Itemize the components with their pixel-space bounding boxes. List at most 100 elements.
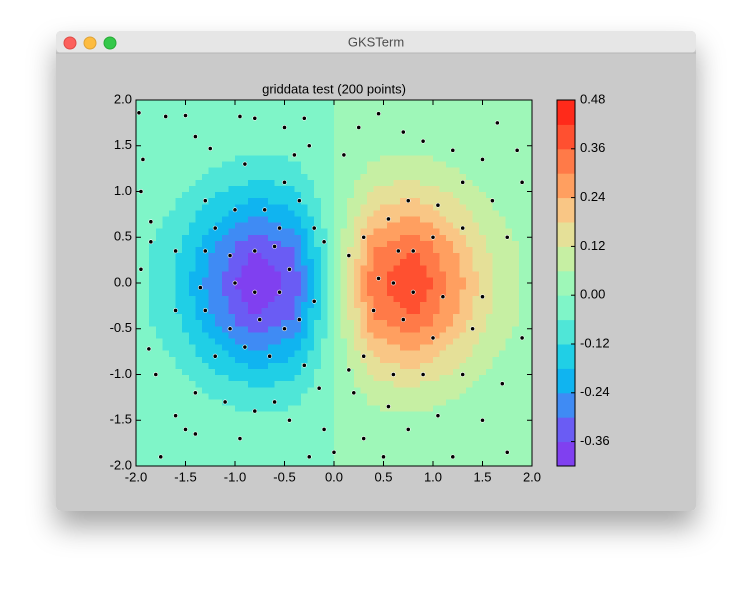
contour-cell bbox=[347, 307, 355, 315]
contour-cell bbox=[393, 252, 401, 260]
contour-cell bbox=[518, 209, 526, 217]
contour-cell bbox=[136, 331, 144, 339]
contour-cell bbox=[499, 270, 507, 278]
contour-cell bbox=[149, 368, 157, 376]
close-button[interactable] bbox=[63, 36, 77, 50]
contour-cell bbox=[525, 203, 533, 211]
contour-cell bbox=[367, 398, 375, 406]
contour-cell bbox=[294, 435, 302, 443]
contour-cell bbox=[499, 337, 507, 345]
contour-cell bbox=[466, 368, 474, 376]
contour-cell bbox=[386, 441, 394, 449]
contour-cell bbox=[499, 368, 507, 376]
contour-cell bbox=[360, 398, 368, 406]
contour-cell bbox=[393, 173, 401, 180]
contour-cell bbox=[155, 234, 163, 241]
contour-cell bbox=[254, 398, 262, 406]
minimize-button[interactable] bbox=[83, 36, 97, 50]
contour-cell bbox=[406, 252, 414, 260]
contour-cell bbox=[446, 319, 454, 327]
contour-cell bbox=[426, 142, 434, 150]
contour-cell bbox=[136, 258, 144, 266]
contour-cell bbox=[413, 386, 421, 394]
zoom-button[interactable] bbox=[103, 36, 117, 50]
contour-cell bbox=[466, 154, 474, 162]
contour-cell bbox=[268, 447, 276, 455]
contour-cell bbox=[466, 459, 474, 467]
contour-cell bbox=[142, 136, 150, 144]
contour-cell bbox=[492, 356, 500, 363]
contour-cell bbox=[340, 118, 348, 125]
contour-cell bbox=[472, 344, 480, 351]
contour-cell bbox=[505, 350, 513, 357]
contour-cell bbox=[340, 167, 348, 174]
contour-cell bbox=[406, 344, 414, 351]
contour-cell bbox=[373, 307, 381, 315]
contour-cell bbox=[353, 270, 361, 278]
contour-cell bbox=[248, 179, 256, 186]
contour-cell bbox=[320, 167, 328, 174]
contour-cell bbox=[492, 386, 500, 394]
contour-cell bbox=[136, 392, 144, 400]
contour-cell bbox=[241, 264, 249, 272]
contour-cell bbox=[175, 154, 183, 162]
contour-cell bbox=[492, 380, 500, 388]
contour-cell bbox=[241, 148, 249, 156]
contour-cell bbox=[433, 240, 441, 247]
contour-cell bbox=[136, 191, 144, 199]
contour-cell bbox=[367, 392, 375, 400]
contour-cell bbox=[301, 337, 309, 345]
contour-cell bbox=[136, 130, 144, 138]
contour-cell bbox=[241, 319, 249, 327]
contour-cell bbox=[380, 130, 388, 138]
contour-cell bbox=[446, 283, 454, 290]
contour-cell bbox=[433, 276, 441, 284]
contour-cell bbox=[472, 417, 480, 424]
x-tick-label: 2.0 bbox=[523, 469, 541, 484]
contour-cell bbox=[367, 307, 375, 315]
contour-cell bbox=[235, 252, 243, 260]
contour-cell bbox=[499, 295, 507, 302]
contour-cell bbox=[241, 185, 249, 193]
contour-cell bbox=[261, 276, 269, 284]
contour-cell bbox=[314, 167, 322, 174]
contour-cell bbox=[175, 148, 183, 156]
contour-cell bbox=[136, 228, 144, 235]
contour-cell bbox=[261, 234, 269, 241]
contour-cell bbox=[499, 252, 507, 260]
contour-cell bbox=[221, 264, 229, 272]
contour-cell bbox=[505, 441, 513, 449]
contour-cell bbox=[162, 337, 170, 345]
contour-cell bbox=[334, 307, 342, 315]
contour-cell bbox=[155, 179, 163, 186]
contour-cell bbox=[386, 191, 394, 199]
contour-cell bbox=[518, 362, 526, 369]
contour-cell bbox=[287, 423, 295, 430]
contour-cell bbox=[301, 222, 309, 229]
colorbar-tick-label: 0.48 bbox=[580, 91, 605, 106]
contour-cell bbox=[505, 197, 513, 205]
contour-cell bbox=[499, 167, 507, 174]
contour-cell bbox=[261, 386, 269, 394]
contour-cell bbox=[446, 106, 454, 113]
contour-cell bbox=[169, 307, 177, 315]
contour-cell bbox=[301, 154, 309, 162]
contour-cell bbox=[254, 301, 262, 308]
contour-cell bbox=[505, 398, 513, 406]
contour-cell bbox=[380, 240, 388, 247]
contour-cell bbox=[433, 289, 441, 296]
contour-cell bbox=[182, 240, 190, 247]
contour-cell bbox=[314, 118, 322, 125]
contour-cell bbox=[327, 453, 335, 461]
contour-cell bbox=[162, 185, 170, 193]
contour-cell bbox=[400, 411, 408, 418]
contour-cell bbox=[452, 319, 460, 327]
contour-cell bbox=[188, 130, 196, 138]
contour-cell bbox=[525, 386, 533, 394]
contour-cell bbox=[512, 447, 520, 455]
contour-cell bbox=[479, 240, 487, 247]
contour-cell bbox=[314, 453, 322, 461]
contour-cell bbox=[281, 270, 289, 278]
contour-cell bbox=[499, 264, 507, 272]
contour-cell bbox=[155, 374, 163, 382]
